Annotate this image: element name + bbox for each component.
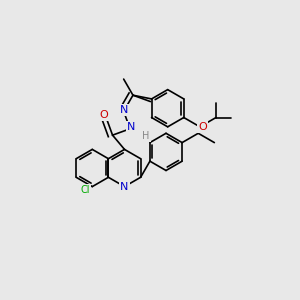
Text: H: H — [142, 130, 149, 141]
Text: N: N — [127, 122, 136, 132]
Text: N: N — [120, 182, 129, 192]
Text: N: N — [119, 105, 128, 115]
Text: O: O — [99, 110, 108, 120]
Text: Cl: Cl — [80, 184, 89, 195]
Text: O: O — [198, 122, 207, 132]
